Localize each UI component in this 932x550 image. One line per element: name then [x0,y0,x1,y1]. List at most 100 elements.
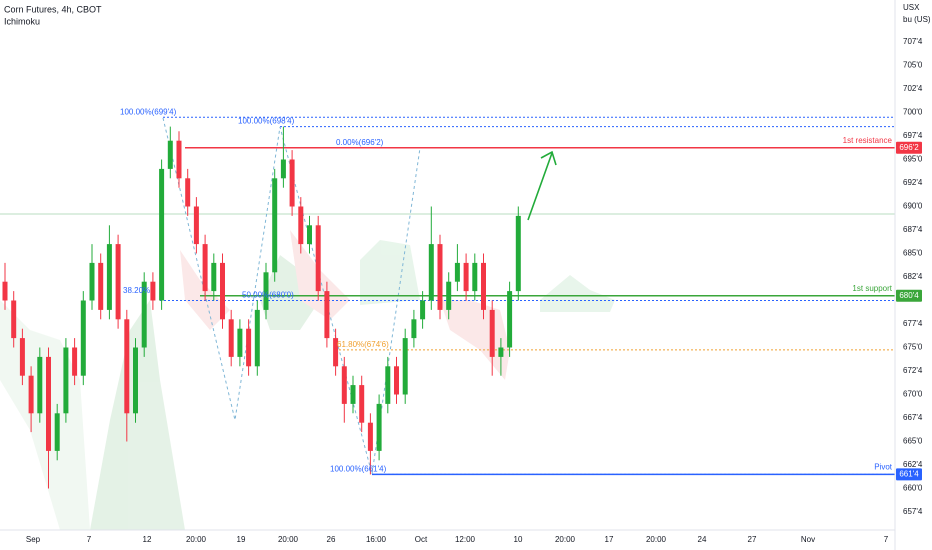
x-tick-label: 20:00 [646,535,667,544]
x-tick-label: 12:00 [455,535,476,544]
candle-body [333,338,339,367]
candle-body [2,281,8,301]
candle-body [141,281,147,348]
x-tick-label: 27 [748,535,757,544]
y-tick-label: 707'4 [903,37,923,46]
cloud-green [360,240,420,305]
candle-body [63,347,69,414]
x-tick-label: 10 [514,535,523,544]
level-name: 1st support [852,284,892,293]
candle-body [289,159,295,207]
cloud-green [90,300,185,530]
candle-body [254,309,260,367]
candle-body [37,356,43,414]
candle-body [280,159,286,179]
y-tick-label: 697'4 [903,131,923,140]
candle-body [193,206,199,245]
candle-body [150,281,156,301]
candle-body [80,300,86,376]
level-badge-label: 680'4 [899,291,919,300]
fib-label: 38.20% [123,286,150,295]
level-name: 1st resistance [843,136,893,145]
y-tick-label: 687'4 [903,225,923,234]
level-badge-label: 696'2 [899,143,919,152]
candle-body [446,281,452,310]
x-tick-label: 12 [143,535,152,544]
y-tick-label: 660'0 [903,484,923,493]
level-badge-label: 661'4 [899,470,919,479]
candle-body [385,366,391,404]
unit-label: bu (US) [903,15,931,24]
candle-body [54,413,60,451]
candle-body [498,347,504,357]
x-tick-label: 16:00 [366,535,387,544]
candle-body [394,366,399,395]
chart-title: Corn Futures, 4h, CBOT [4,4,102,14]
candle-body [367,422,373,451]
candle-body [46,356,51,451]
candle-body [359,385,365,423]
chart-subtitle: Ichimoku [4,16,40,26]
candle-body [28,375,34,414]
x-tick-label: Oct [415,535,428,544]
y-tick-label: 657'4 [903,507,923,516]
candle-body [463,262,469,292]
candle-body [402,338,408,395]
x-tick-label: 17 [605,535,614,544]
candle-body [228,319,234,357]
x-tick-label: 20:00 [186,535,207,544]
candle-body [19,338,25,376]
y-tick-label: 682'4 [903,272,923,281]
y-tick-label: 692'4 [903,178,923,187]
x-tick-label: 20:00 [278,535,299,544]
x-tick-label: 26 [327,535,336,544]
candle-body [341,366,347,404]
candle-body [315,225,321,292]
fib-label: 0.00%(696'2) [336,138,384,147]
candle-body [272,178,278,273]
level-badge [896,468,922,481]
x-tick-label: 24 [698,535,707,544]
x-tick-label: 7 [884,535,889,544]
candle-body [237,328,243,357]
candle-body [89,262,95,301]
fib-label: 61.80%(674'6) [337,340,389,349]
candle-body [133,347,138,414]
candle-body [350,385,356,404]
candle-body [376,403,382,451]
y-tick-label: 670'0 [903,390,923,399]
x-tick-label: Sep [26,535,41,544]
candle-body [211,262,217,292]
x-tick-label: 19 [237,535,246,544]
candle-body [481,262,486,310]
unit-label: USX [903,3,920,12]
fib-label: 100.00%(698'4) [238,117,295,126]
candle-body [159,168,165,301]
fib-label: 50.00%(680'0) [242,291,294,300]
candle-body [454,262,460,282]
candle-body [515,215,521,292]
x-tick-label: 20:00 [555,535,576,544]
y-tick-label: 690'0 [903,202,923,211]
candle-body [420,300,426,320]
y-tick-label: 672'4 [903,366,923,375]
candle-body [411,319,417,339]
y-tick-label: 675'0 [903,343,923,352]
y-tick-label: 695'0 [903,155,923,164]
fib-label: 100.00%(699'4) [120,107,177,116]
y-tick-label: 667'4 [903,413,923,422]
level-badge [896,141,922,154]
level-badge [896,289,922,302]
y-tick-label: 665'0 [903,437,923,446]
candle-body [167,140,173,169]
candle-body [246,328,252,367]
x-tick-label: 7 [87,535,92,544]
y-tick-label: 705'0 [903,61,923,70]
marks [2,116,895,489]
x-tick-label: Nov [801,535,815,544]
candle-body [11,300,17,339]
candle-body [324,291,330,339]
candle-body [263,272,269,310]
candle-body [98,262,104,310]
